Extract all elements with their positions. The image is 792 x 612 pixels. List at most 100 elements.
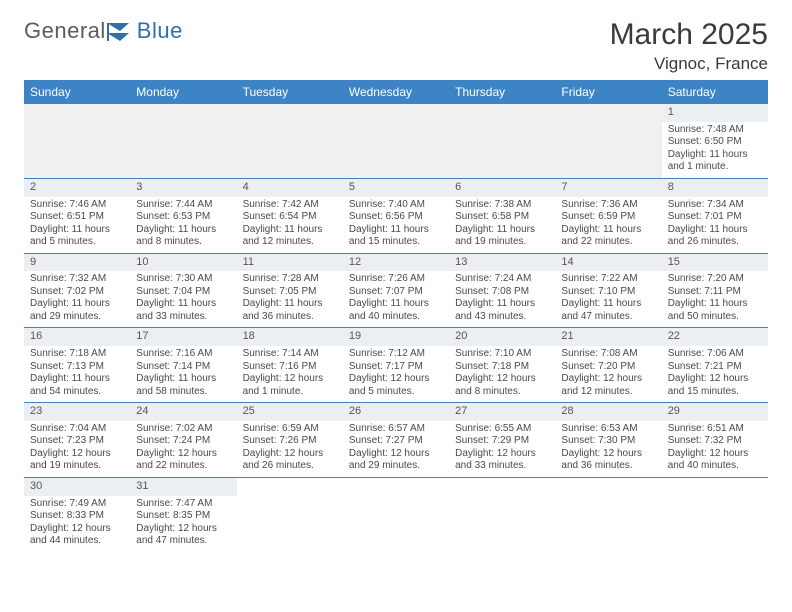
day-number: 26	[343, 403, 449, 421]
daylight-text: Daylight: 12 hours and 19 minutes.	[30, 448, 124, 473]
brand-name-b: Blue	[137, 18, 183, 44]
daylight-text: Daylight: 12 hours and 40 minutes.	[668, 448, 762, 473]
day-number: 17	[130, 328, 236, 346]
day-number: 20	[449, 328, 555, 346]
day-details: Sunrise: 7:04 AMSunset: 7:23 PMDaylight:…	[24, 421, 130, 477]
sunset-text: Sunset: 6:54 PM	[243, 211, 337, 224]
col-thursday: Thursday	[449, 80, 555, 104]
daylight-text: Daylight: 12 hours and 33 minutes.	[455, 448, 549, 473]
day-number: 23	[24, 403, 130, 421]
day-number: 25	[237, 403, 343, 421]
daylight-text: Daylight: 11 hours and 54 minutes.	[30, 373, 124, 398]
day-number: 15	[662, 254, 768, 272]
sunrise-text: Sunrise: 7:47 AM	[136, 498, 230, 511]
calendar-cell: 9Sunrise: 7:32 AMSunset: 7:02 PMDaylight…	[24, 253, 130, 328]
day-details: Sunrise: 6:53 AMSunset: 7:30 PMDaylight:…	[555, 421, 661, 477]
sunrise-text: Sunrise: 7:28 AM	[243, 273, 337, 286]
day-number: 18	[237, 328, 343, 346]
calendar-row: 9Sunrise: 7:32 AMSunset: 7:02 PMDaylight…	[24, 253, 768, 328]
day-details: Sunrise: 7:18 AMSunset: 7:13 PMDaylight:…	[24, 346, 130, 402]
day-number: 13	[449, 254, 555, 272]
daylight-text: Daylight: 12 hours and 44 minutes.	[30, 523, 124, 548]
sunset-text: Sunset: 7:14 PM	[136, 361, 230, 374]
calendar-cell: 4Sunrise: 7:42 AMSunset: 6:54 PMDaylight…	[237, 178, 343, 253]
daylight-text: Daylight: 12 hours and 26 minutes.	[243, 448, 337, 473]
daylight-text: Daylight: 11 hours and 43 minutes.	[455, 298, 549, 323]
col-monday: Monday	[130, 80, 236, 104]
day-details: Sunrise: 7:16 AMSunset: 7:14 PMDaylight:…	[130, 346, 236, 402]
sunrise-text: Sunrise: 7:04 AM	[30, 423, 124, 436]
sunset-text: Sunset: 6:59 PM	[561, 211, 655, 224]
sunset-text: Sunset: 7:17 PM	[349, 361, 443, 374]
sunrise-text: Sunrise: 7:22 AM	[561, 273, 655, 286]
calendar-row: 30Sunrise: 7:49 AMSunset: 8:33 PMDayligh…	[24, 477, 768, 551]
sunset-text: Sunset: 7:27 PM	[349, 435, 443, 448]
daylight-text: Daylight: 11 hours and 50 minutes.	[668, 298, 762, 323]
daylight-text: Daylight: 11 hours and 47 minutes.	[561, 298, 655, 323]
sunset-text: Sunset: 6:51 PM	[30, 211, 124, 224]
sunrise-text: Sunrise: 6:53 AM	[561, 423, 655, 436]
sunset-text: Sunset: 7:29 PM	[455, 435, 549, 448]
day-number: 14	[555, 254, 661, 272]
day-number: 3	[130, 179, 236, 197]
day-details: Sunrise: 7:24 AMSunset: 7:08 PMDaylight:…	[449, 271, 555, 327]
calendar-cell: 29Sunrise: 6:51 AMSunset: 7:32 PMDayligh…	[662, 403, 768, 478]
daylight-text: Daylight: 12 hours and 5 minutes.	[349, 373, 443, 398]
sunrise-text: Sunrise: 7:44 AM	[136, 199, 230, 212]
sunrise-text: Sunrise: 6:51 AM	[668, 423, 762, 436]
empty-cell	[555, 477, 661, 551]
sunset-text: Sunset: 6:50 PM	[668, 136, 762, 149]
day-details: Sunrise: 6:51 AMSunset: 7:32 PMDaylight:…	[662, 421, 768, 477]
day-number: 11	[237, 254, 343, 272]
day-number: 31	[130, 478, 236, 496]
day-details: Sunrise: 7:30 AMSunset: 7:04 PMDaylight:…	[130, 271, 236, 327]
daylight-text: Daylight: 11 hours and 36 minutes.	[243, 298, 337, 323]
day-details: Sunrise: 7:20 AMSunset: 7:11 PMDaylight:…	[662, 271, 768, 327]
sunrise-text: Sunrise: 6:59 AM	[243, 423, 337, 436]
empty-cell	[237, 104, 343, 178]
calendar-cell: 24Sunrise: 7:02 AMSunset: 7:24 PMDayligh…	[130, 403, 236, 478]
day-number: 6	[449, 179, 555, 197]
calendar-cell: 22Sunrise: 7:06 AMSunset: 7:21 PMDayligh…	[662, 328, 768, 403]
day-number: 1	[662, 104, 768, 122]
title-block: March 2025 Vignoc, France	[610, 18, 768, 74]
calendar-cell: 3Sunrise: 7:44 AMSunset: 6:53 PMDaylight…	[130, 178, 236, 253]
day-number: 10	[130, 254, 236, 272]
sunset-text: Sunset: 7:16 PM	[243, 361, 337, 374]
sunrise-text: Sunrise: 7:48 AM	[668, 124, 762, 137]
day-number: 5	[343, 179, 449, 197]
day-number: 27	[449, 403, 555, 421]
daylight-text: Daylight: 11 hours and 8 minutes.	[136, 224, 230, 249]
calendar-cell: 14Sunrise: 7:22 AMSunset: 7:10 PMDayligh…	[555, 253, 661, 328]
sunrise-text: Sunrise: 7:36 AM	[561, 199, 655, 212]
calendar-cell: 16Sunrise: 7:18 AMSunset: 7:13 PMDayligh…	[24, 328, 130, 403]
sunset-text: Sunset: 7:02 PM	[30, 286, 124, 299]
calendar-row: 2Sunrise: 7:46 AMSunset: 6:51 PMDaylight…	[24, 178, 768, 253]
empty-cell	[237, 477, 343, 551]
day-number: 22	[662, 328, 768, 346]
calendar-cell: 19Sunrise: 7:12 AMSunset: 7:17 PMDayligh…	[343, 328, 449, 403]
sunrise-text: Sunrise: 7:18 AM	[30, 348, 124, 361]
day-number: 8	[662, 179, 768, 197]
day-number: 9	[24, 254, 130, 272]
daylight-text: Daylight: 12 hours and 29 minutes.	[349, 448, 443, 473]
sunset-text: Sunset: 7:26 PM	[243, 435, 337, 448]
sunrise-text: Sunrise: 7:10 AM	[455, 348, 549, 361]
daylight-text: Daylight: 11 hours and 29 minutes.	[30, 298, 124, 323]
sunset-text: Sunset: 6:56 PM	[349, 211, 443, 224]
header: General Blue March 2025 Vignoc, France	[24, 18, 768, 74]
daylight-text: Daylight: 11 hours and 26 minutes.	[668, 224, 762, 249]
day-details: Sunrise: 7:40 AMSunset: 6:56 PMDaylight:…	[343, 197, 449, 253]
sunrise-text: Sunrise: 7:32 AM	[30, 273, 124, 286]
sunrise-text: Sunrise: 7:02 AM	[136, 423, 230, 436]
day-details: Sunrise: 7:44 AMSunset: 6:53 PMDaylight:…	[130, 197, 236, 253]
sunrise-text: Sunrise: 7:12 AM	[349, 348, 443, 361]
sunset-text: Sunset: 7:05 PM	[243, 286, 337, 299]
sunrise-text: Sunrise: 7:20 AM	[668, 273, 762, 286]
sunset-text: Sunset: 6:58 PM	[455, 211, 549, 224]
calendar-cell: 27Sunrise: 6:55 AMSunset: 7:29 PMDayligh…	[449, 403, 555, 478]
calendar-cell: 23Sunrise: 7:04 AMSunset: 7:23 PMDayligh…	[24, 403, 130, 478]
day-details: Sunrise: 7:26 AMSunset: 7:07 PMDaylight:…	[343, 271, 449, 327]
day-details: Sunrise: 7:12 AMSunset: 7:17 PMDaylight:…	[343, 346, 449, 402]
sunset-text: Sunset: 7:20 PM	[561, 361, 655, 374]
